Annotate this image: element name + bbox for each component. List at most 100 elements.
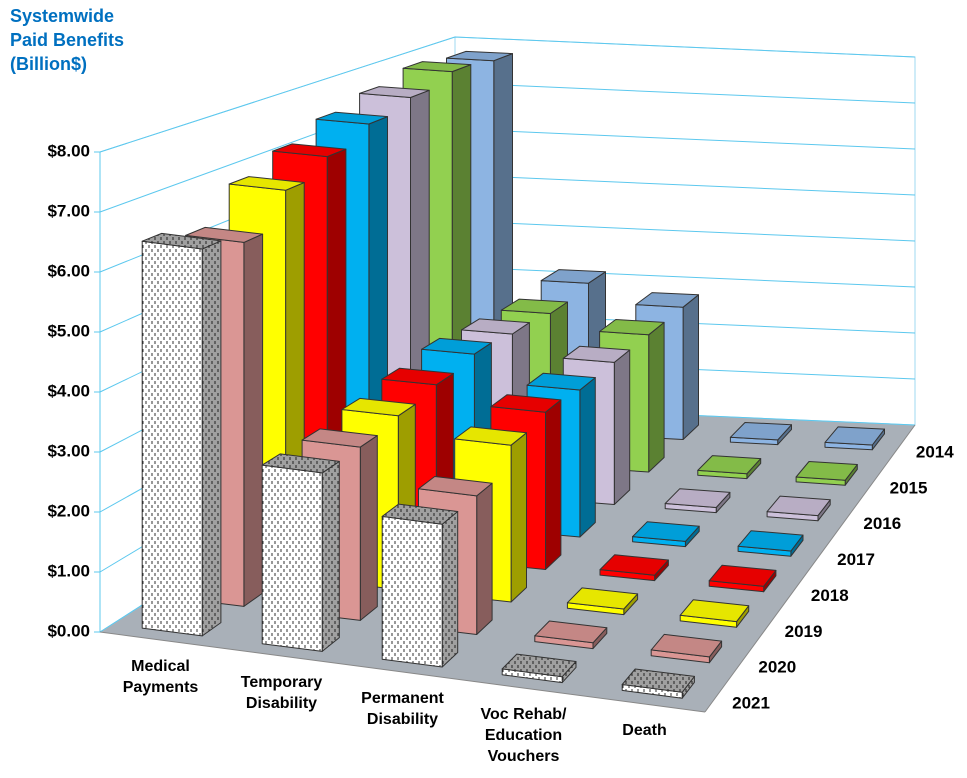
bar-top: [341, 397, 416, 417]
bar-top: [562, 345, 631, 363]
bar: [737, 530, 804, 557]
y-tick-label: $5.00: [47, 321, 90, 340]
x-tick-label: Voc Rehab/ Education Vouchers: [480, 706, 567, 765]
bar-top: [315, 111, 388, 125]
bar-top: [359, 86, 430, 98]
series-label: 2021: [732, 694, 770, 713]
bar-top: [697, 455, 762, 475]
y-tick-label: $1.00: [47, 561, 90, 580]
series-label: 2020: [758, 658, 796, 677]
bar-top: [737, 530, 804, 552]
bar: [501, 653, 577, 684]
bar-top: [679, 599, 750, 623]
bar: [566, 587, 639, 616]
bar-side: [201, 240, 222, 637]
bar: [261, 453, 340, 652]
y-tick-label: $8.00: [47, 141, 90, 160]
y-tick-label: $4.00: [47, 381, 90, 400]
bar: [824, 426, 885, 451]
bar-top: [261, 453, 340, 474]
bar-top: [421, 337, 492, 355]
bar-top: [526, 372, 596, 391]
bar-top: [635, 292, 699, 308]
bar-top: [500, 298, 568, 314]
bar-side: [441, 511, 459, 668]
bar-side: [613, 349, 631, 505]
bar-side: [545, 399, 562, 570]
bar-top: [501, 653, 577, 678]
grid-line: [99, 36, 916, 153]
bar-top: [566, 587, 639, 610]
bar-top: [664, 488, 731, 508]
bar: [664, 488, 731, 514]
bar-side: [648, 321, 665, 473]
bar: [795, 461, 858, 486]
bar-front: [381, 515, 443, 668]
bar: [141, 232, 222, 637]
x-tick-label: Death: [622, 722, 667, 739]
bar-top: [381, 367, 454, 386]
y-tick-label: $3.00: [47, 441, 90, 460]
bar-top: [729, 422, 792, 441]
bar-side: [510, 432, 527, 603]
bar-top: [381, 503, 459, 525]
y-tick-label: $7.00: [47, 201, 90, 220]
bar-side: [359, 435, 378, 621]
bar: [708, 564, 777, 593]
bar-top: [621, 668, 695, 693]
x-axis: [99, 631, 706, 713]
bar-side: [321, 460, 340, 652]
depth-axis: [704, 424, 916, 713]
bar-top: [272, 143, 347, 158]
bar-top: [454, 426, 527, 446]
series-label: 2017: [837, 550, 875, 569]
bar-side: [243, 233, 264, 607]
bar: [650, 633, 723, 664]
bar-top: [766, 495, 831, 517]
bar-front: [261, 464, 323, 652]
bar-top: [650, 633, 723, 658]
bar-top: [540, 269, 606, 284]
bar: [729, 422, 792, 446]
bar-top: [185, 226, 264, 243]
y-tick-label: $2.00: [47, 501, 90, 520]
bar-side: [476, 482, 493, 635]
bar-top: [461, 318, 530, 335]
bar: [679, 599, 750, 628]
bar-top: [599, 319, 665, 336]
series-label: 2015: [890, 478, 928, 497]
bar: [534, 620, 608, 650]
bar-top: [228, 176, 305, 191]
y-tick-label: $0.00: [47, 621, 90, 640]
bar-top: [795, 461, 858, 481]
bar: [697, 455, 762, 480]
x-tick-label: Medical Payments: [122, 658, 199, 696]
bar-top: [708, 564, 777, 587]
bar-top: [599, 554, 669, 576]
x-tick-label: Temporary Disability: [240, 674, 323, 712]
bar: [766, 495, 831, 522]
bar: [381, 503, 459, 668]
bar-top: [490, 394, 562, 413]
bar-top: [824, 426, 885, 446]
bar-side: [579, 377, 596, 538]
bar-front: [141, 240, 203, 637]
series-label: 2014: [916, 442, 954, 461]
series-label: 2018: [811, 586, 849, 605]
bar-top: [418, 476, 493, 497]
bar: [621, 668, 695, 699]
bar-side: [682, 294, 699, 440]
y-tick-label: $6.00: [47, 261, 90, 280]
x-tick-label: Permanent Disability: [361, 690, 444, 728]
bar-top: [446, 50, 513, 62]
bar-top: [402, 61, 472, 73]
bar-top: [141, 232, 222, 250]
chart-title: Systemwide Paid Benefits (Billion$): [10, 6, 125, 74]
bar-top: [301, 428, 378, 448]
series-label: 2019: [785, 622, 823, 641]
series-label: 2016: [863, 514, 901, 533]
bar: [632, 521, 700, 548]
bar-top: [534, 620, 608, 644]
